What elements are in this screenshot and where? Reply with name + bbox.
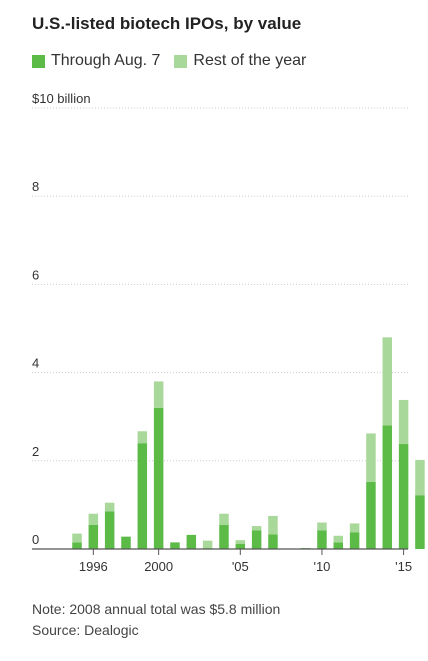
bar-rest-2011 xyxy=(333,535,344,543)
bar-rest-2013 xyxy=(366,433,376,482)
x-tick-label: 1996 xyxy=(79,559,108,574)
bar-rest-1995 xyxy=(72,533,82,543)
bar-through-2000 xyxy=(153,407,164,549)
y-tick-label: 4 xyxy=(32,356,39,371)
bar-through-1999 xyxy=(137,443,148,549)
bar-through-2011 xyxy=(333,542,344,549)
bar-rest-2007 xyxy=(268,515,278,535)
bar-rest-2010 xyxy=(317,522,327,531)
x-tick-label: '05 xyxy=(232,559,249,574)
bar-through-1997 xyxy=(104,511,115,549)
bar-rest-2006 xyxy=(251,526,262,531)
bar-rest-2005 xyxy=(235,540,246,544)
x-tick-label: '15 xyxy=(395,559,412,574)
bar-through-2015 xyxy=(398,444,409,549)
legend-label-rest: Rest of the year xyxy=(193,52,307,69)
footnotes: Note: 2008 annual total was $5.8 million… xyxy=(32,599,280,641)
bar-rest-2003 xyxy=(202,540,213,549)
bar-through-2013 xyxy=(366,481,376,549)
bar-rest-2000 xyxy=(153,381,164,408)
y-tick-label: 8 xyxy=(32,179,39,194)
legend-swatch-rest xyxy=(174,54,188,68)
bar-through-2002 xyxy=(186,534,197,549)
bar-through-2005 xyxy=(235,543,246,549)
chart-title: U.S.-listed biotech IPOs, by value xyxy=(32,14,302,33)
legend-item-rest: Rest of the year xyxy=(174,52,306,70)
y-tick-label: 0 xyxy=(32,532,39,547)
bar-through-2012 xyxy=(349,532,360,549)
legend-swatch-through xyxy=(32,54,45,68)
bar-through-2004 xyxy=(219,524,229,549)
source-text: Source: Dealogic xyxy=(32,622,139,638)
y-tick-label: 2 xyxy=(32,444,39,459)
bar-through-2001 xyxy=(170,542,180,549)
bar-through-2006 xyxy=(251,530,262,549)
bar-rest-1996 xyxy=(88,513,99,525)
legend-label-through: Through Aug. 7 xyxy=(51,52,161,69)
bar-rest-1997 xyxy=(104,502,115,512)
legend: Through Aug. 7 Rest of the year xyxy=(32,52,320,70)
y-tick-label: 6 xyxy=(32,267,39,282)
bar-rest-2004 xyxy=(219,513,229,525)
bar-rest-2015 xyxy=(398,399,409,445)
bar-through-1998 xyxy=(121,536,131,549)
x-tick-label: 2000 xyxy=(144,559,173,574)
bar-through-2007 xyxy=(268,534,278,549)
bar-through-2016 xyxy=(415,495,425,549)
bar-through-2010 xyxy=(317,530,327,549)
bar-through-2014 xyxy=(382,425,393,549)
note-text: Note: 2008 annual total was $5.8 million xyxy=(32,601,281,617)
bar-through-1996 xyxy=(88,524,99,549)
legend-item-through: Through Aug. 7 xyxy=(32,52,160,70)
y-tick-label: $10 billion xyxy=(32,91,91,106)
bar-rest-2014 xyxy=(382,337,393,426)
bar-rest-2016 xyxy=(415,459,425,496)
bar-through-1995 xyxy=(72,542,82,549)
bar-rest-1999 xyxy=(137,431,148,444)
x-tick-label: '10 xyxy=(313,559,330,574)
bar-rest-2012 xyxy=(349,523,360,533)
